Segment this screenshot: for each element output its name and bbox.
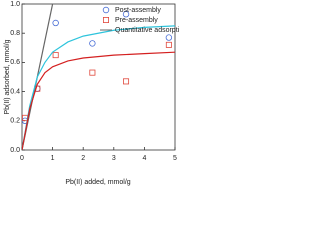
legend-label: Pre-assembly (115, 17, 158, 24)
x-tick-label: 2 (81, 155, 85, 162)
point (89, 40, 96, 47)
x-tick-label: 3 (112, 155, 116, 162)
point (52, 19, 59, 27)
point (89, 69, 96, 76)
legend-label: Post-assembly (115, 7, 161, 14)
line (22, 25, 175, 150)
point (123, 78, 130, 85)
y-tick-label: 0.4 (10, 88, 20, 95)
x-tick-label: 4 (142, 155, 146, 162)
y-tick-label: 1.0 (10, 1, 20, 8)
y-tick-label: 0.6 (10, 59, 20, 66)
plot-frame (21, 3, 176, 151)
point (165, 34, 173, 41)
page: Pb(II) added, mmol/g Pb(II) adsorbed, mm… (3, 0, 179, 186)
point (165, 41, 172, 48)
y-axis-label: Pb(II) adsorbed, mmol/g (4, 39, 11, 114)
point (122, 11, 130, 18)
x-tick-label: 1 (51, 155, 55, 162)
x-tick-label: 0 (20, 155, 24, 162)
legend-marker (103, 16, 110, 23)
point (52, 52, 59, 59)
y-tick-label: 0.2 (10, 118, 20, 125)
x-tick-label: 5 (173, 155, 177, 162)
line (22, 51, 175, 150)
legend-marker (102, 6, 110, 14)
y-tick-label: 0.8 (10, 30, 20, 37)
legend-label: Quantitative adsorption (115, 27, 179, 34)
chart: Pb(II) added, mmol/g Pb(II) adsorbed, mm… (4, 1, 179, 186)
x-axis-label: Pb(II) added, mmol/g (65, 179, 130, 186)
y-tick-label: 0.0 (10, 147, 20, 154)
